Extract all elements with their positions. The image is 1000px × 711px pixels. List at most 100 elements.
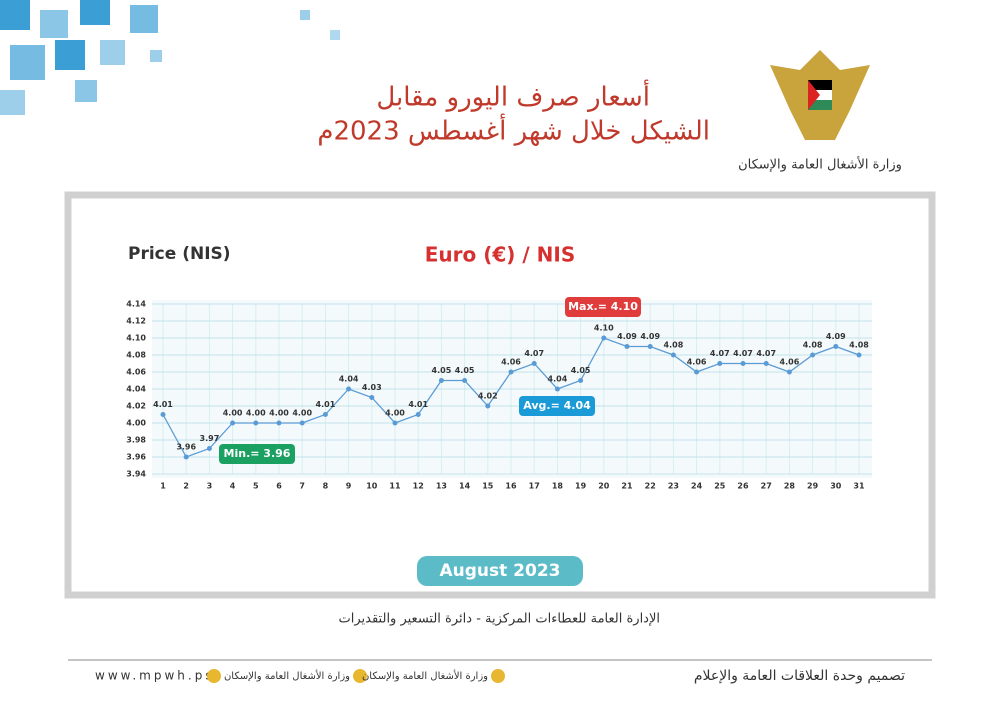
x-tick-label: 11 [389, 482, 401, 491]
point [578, 378, 584, 383]
x-tick-label: 7 [299, 482, 305, 491]
value-label: 4.00 [223, 409, 243, 418]
value-label: 4.05 [455, 366, 475, 375]
x-tick-label: 19 [575, 482, 587, 491]
x-tick-label: 15 [482, 482, 494, 491]
point [462, 378, 468, 383]
y-tick-label: 4.12 [126, 317, 146, 326]
value-label: 4.07 [733, 349, 753, 358]
y-tick-label: 4.14 [126, 300, 146, 309]
value-label: 4.06 [687, 358, 707, 367]
x-tick-label: 14 [459, 482, 471, 491]
value-label: 4.09 [826, 332, 846, 341]
chart-title: Euro (€) / NIS [425, 243, 575, 267]
value-label: 4.04 [339, 375, 359, 384]
x-tick-label: 23 [668, 482, 679, 491]
x-tick-label: 6 [276, 482, 282, 491]
y-tick-label: 4.08 [126, 351, 146, 360]
x-tick-label: 16 [505, 482, 517, 491]
x-tick-label: 27 [761, 482, 772, 491]
annotation-box [519, 396, 595, 416]
annotation: Avg.= 4.04 [523, 399, 591, 412]
point [322, 412, 328, 417]
title-line1: أسعار صرف اليورو مقابل [376, 79, 650, 113]
x-tick-label: 8 [323, 482, 329, 491]
period-badge [417, 556, 583, 586]
value-label: 4.09 [617, 332, 637, 341]
value-label: 4.07 [756, 349, 776, 358]
x-tick-label: 24 [691, 482, 703, 491]
value-label: 4.10 [594, 324, 614, 333]
value-label: 4.07 [524, 349, 544, 358]
point [833, 344, 839, 349]
value-label: 4.08 [803, 341, 823, 350]
source: الإدارة العامة للعطاءات المركزية - دائرة… [339, 612, 660, 627]
title-line2: الشيكل خلال شهر أغسطس 2023م [317, 113, 710, 147]
x-tick-label: 4 [230, 482, 236, 491]
point [508, 369, 514, 375]
point [183, 454, 189, 460]
x-tick-label: 26 [737, 482, 749, 491]
x-tick-label: 13 [436, 482, 447, 491]
point [740, 361, 746, 366]
value-label: 4.09 [640, 332, 660, 341]
x-tick-label: 2 [183, 482, 189, 491]
y-tick-label: 4.06 [126, 368, 146, 377]
point [253, 420, 259, 426]
value-label: 4.06 [780, 358, 800, 367]
x-tick-label: 18 [552, 482, 564, 491]
value-label: 4.04 [548, 375, 568, 384]
x-tick-label: 12 [413, 482, 424, 491]
annotation: Min.= 3.96 [224, 447, 291, 460]
point [601, 335, 607, 341]
value-label: 4.05 [571, 366, 591, 375]
y-tick-label: 4.04 [126, 385, 146, 394]
y-tick-label: 3.94 [126, 470, 146, 479]
value-label: 4.08 [849, 341, 869, 350]
x-tick-label: 30 [830, 482, 842, 491]
point [346, 386, 352, 392]
design-credit: تصميم وحدة العلاقات العامة والإعلام [694, 668, 905, 684]
instagram: وزارة الأشغال العامة والإسكان [362, 669, 488, 682]
value-label: 4.00 [292, 409, 312, 418]
x-tick-label: 25 [714, 482, 726, 491]
x-tick-label: 31 [853, 482, 865, 491]
x-tick-label: 17 [529, 482, 540, 491]
point [717, 361, 723, 366]
value-label: 4.01 [408, 400, 428, 409]
point [647, 344, 653, 349]
value-label: 4.06 [501, 358, 521, 367]
value-label: 4.02 [478, 392, 498, 401]
point [206, 446, 212, 451]
y-tick-label: 4.00 [126, 419, 146, 428]
value-label: 3.97 [200, 434, 220, 443]
x-tick-label: 5 [253, 482, 259, 491]
decoration [0, 0, 340, 115]
y-tick-label: 3.98 [126, 436, 146, 445]
x-tick-label: 20 [598, 482, 610, 491]
y-axis-label: Price (NIS) [128, 244, 231, 264]
point [624, 344, 630, 349]
annotation-box [565, 297, 641, 317]
x-tick-label: 1 [160, 482, 166, 491]
point [810, 352, 816, 358]
point [230, 420, 236, 426]
value-label: 4.00 [246, 409, 266, 418]
facebook: وزارة الأشغال العامة والإسكان [224, 669, 350, 682]
point [392, 420, 398, 426]
point [369, 395, 375, 400]
x-tick-label: 3 [207, 482, 213, 491]
value-label: 4.08 [664, 341, 684, 350]
emblem [770, 50, 870, 140]
y-tick-label: 4.10 [126, 334, 146, 343]
point [531, 361, 537, 366]
point [786, 369, 792, 375]
value-label: 4.01 [153, 400, 173, 409]
value-label: 4.00 [269, 409, 289, 418]
annotation: Max.= 4.10 [568, 300, 638, 313]
period-label: August 2023 [439, 561, 560, 581]
instagram-icon [491, 669, 505, 683]
point [485, 403, 491, 409]
x-tick-label: 9 [346, 482, 352, 491]
point [276, 420, 282, 426]
